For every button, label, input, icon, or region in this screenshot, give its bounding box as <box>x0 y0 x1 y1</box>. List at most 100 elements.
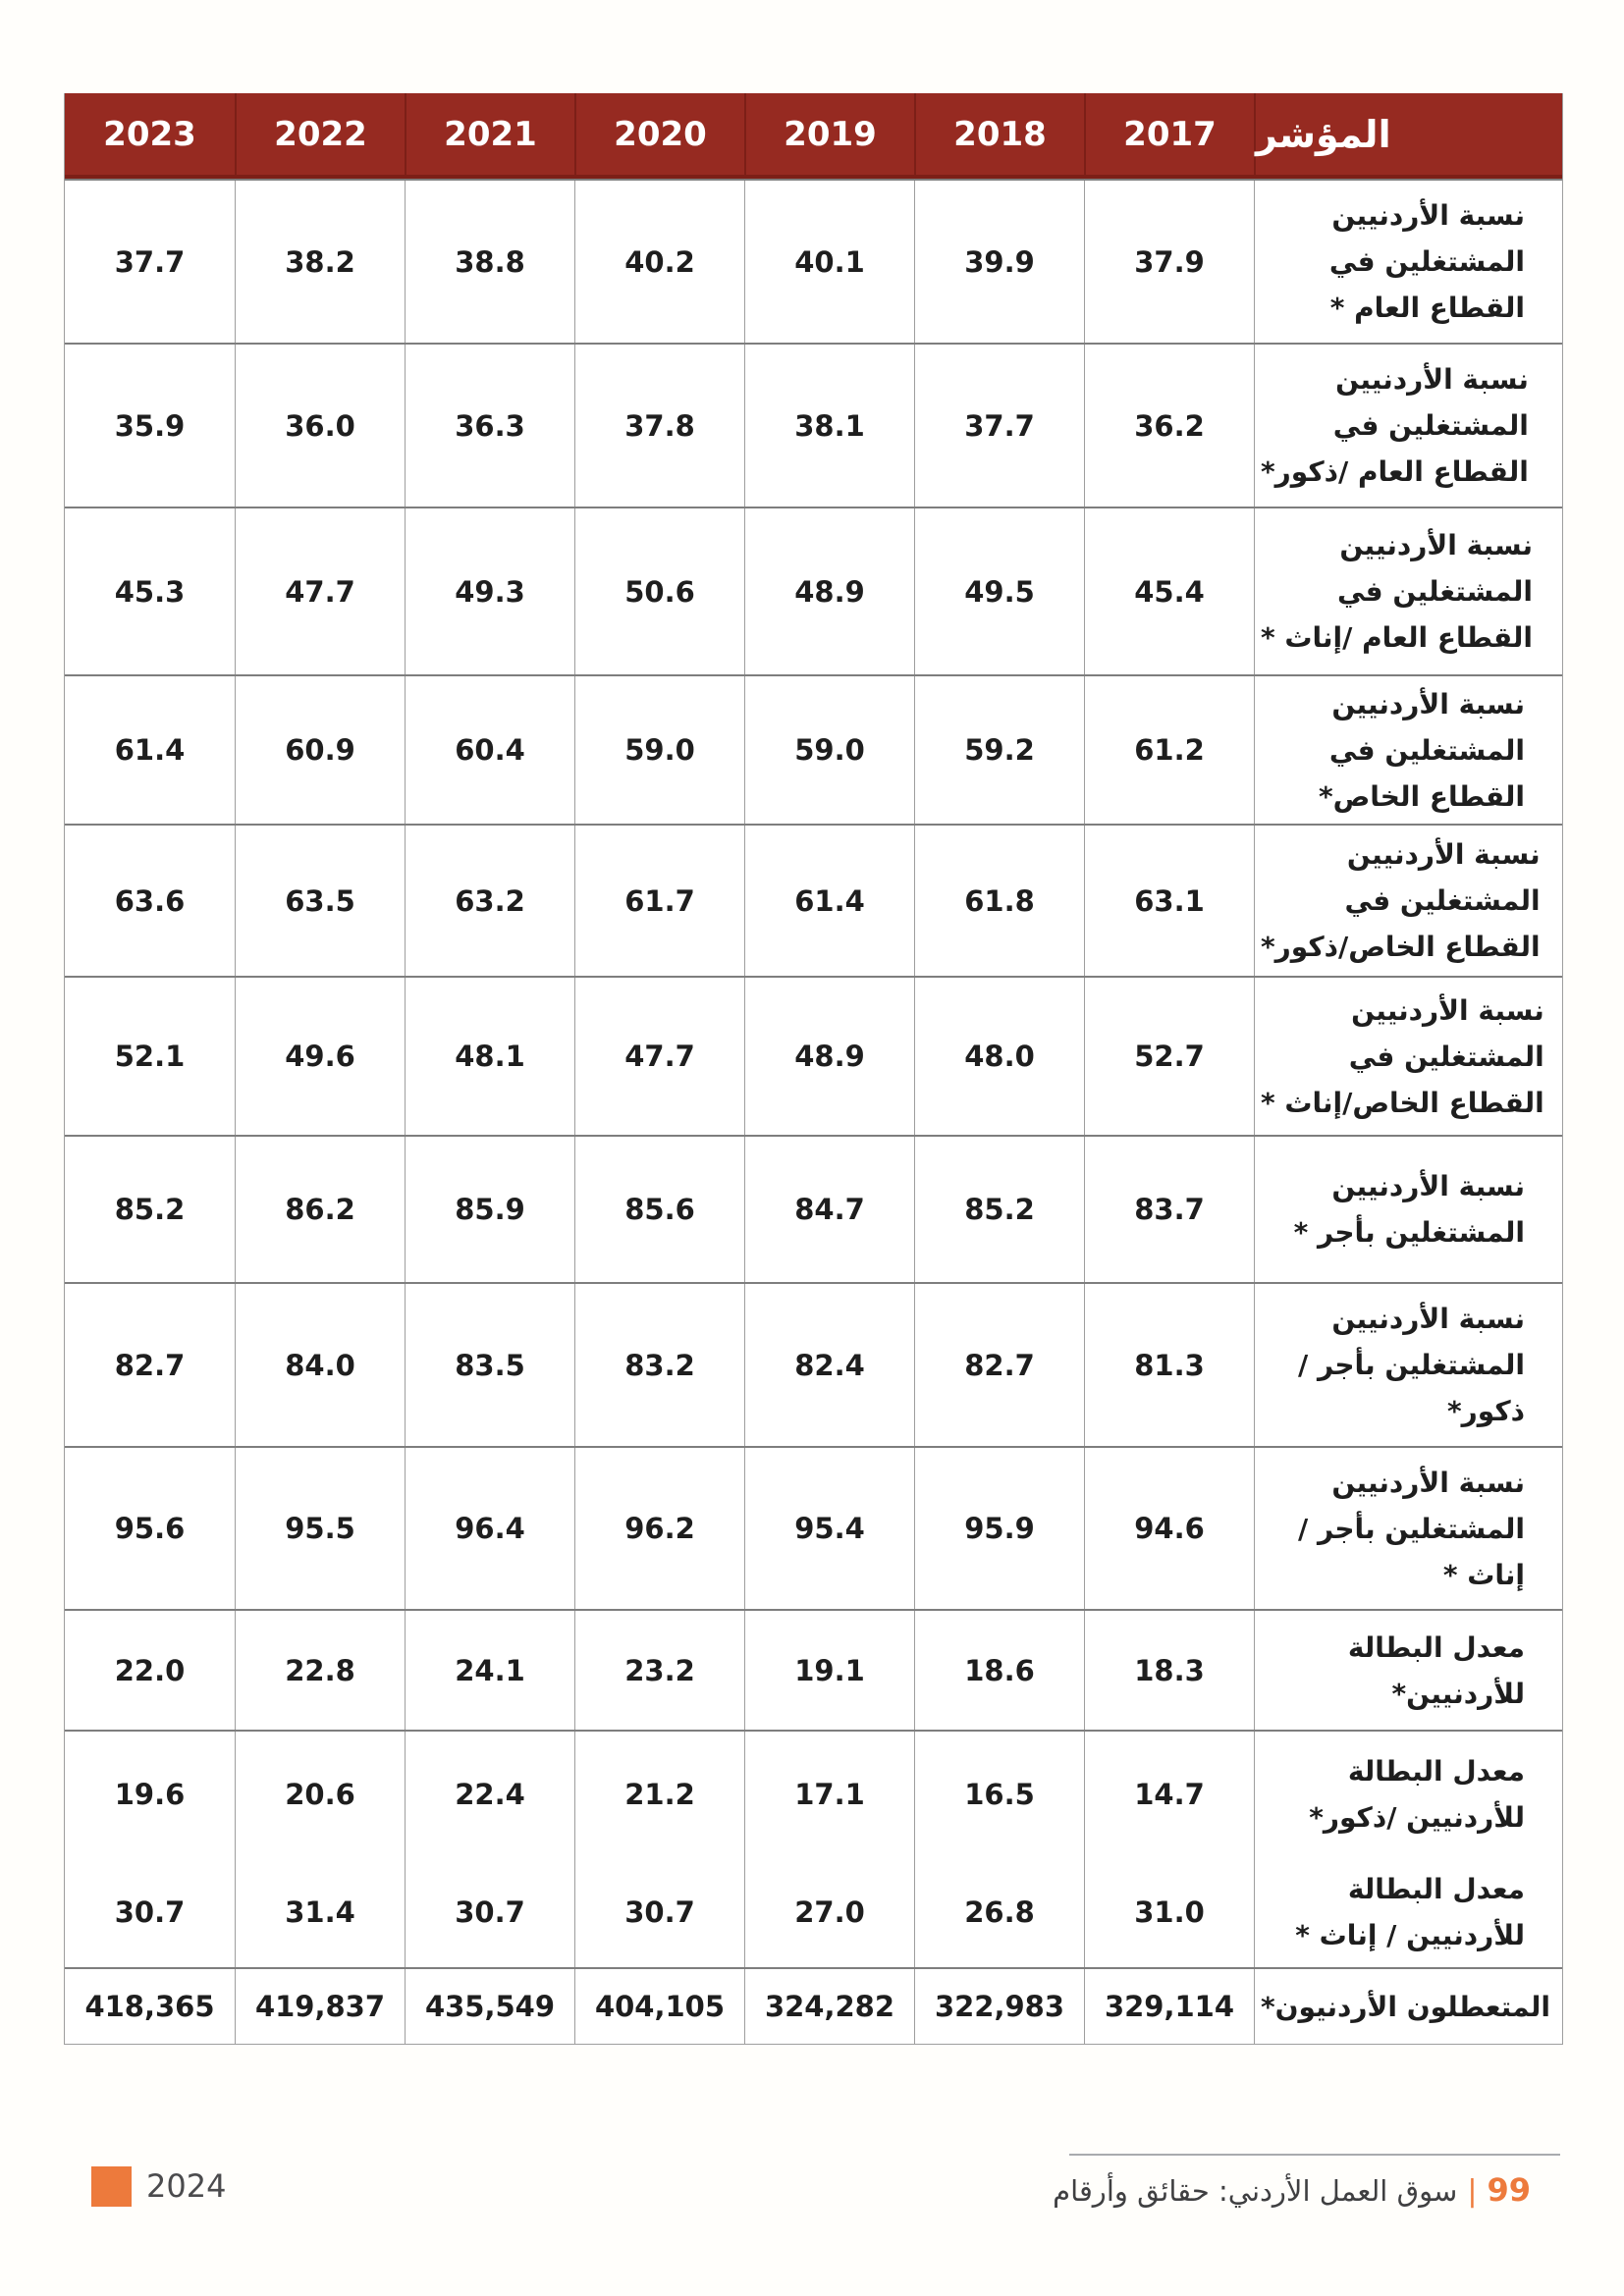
indicator-label-line: معدل البطالة <box>1347 1630 1525 1664</box>
value-cell: 48.9 <box>744 978 914 1135</box>
indicator-label-cell: نسبة الأردنيين المشتغلين في القطاع الخاص/ذ… <box>1254 826 1578 976</box>
indicator-label-cell: معدل البطالة للأردنيين* <box>1254 1611 1562 1730</box>
value-cell: 38.2 <box>235 181 405 343</box>
indicator-label-line: القطاع الخاص/ذكور* <box>1261 931 1541 963</box>
value-cell: 27.0 <box>744 1856 914 1967</box>
indicator-label-line: المشتغلين في <box>1328 733 1525 767</box>
indicator-label-cell: نسبة الأردنيين المشتغلين في القطاع العام /… <box>1254 508 1570 674</box>
value-cell: 23.2 <box>574 1611 744 1730</box>
value-cell: 45.3 <box>114 574 186 609</box>
value-cell: 85.2 <box>914 1137 1084 1282</box>
indicator-label-line: المشتغلين في <box>1348 1040 1544 1073</box>
value-cell: 26.8 <box>914 1856 1084 1967</box>
indicator-label-line: إناث * <box>1442 1558 1525 1591</box>
value-cell: 30.7 <box>405 1856 574 1967</box>
value-cell: 52.7 <box>1084 978 1254 1135</box>
value-cell: 37.7 <box>914 345 1084 507</box>
indicator-label-cell: معدل البطالة للأردنيين / إناث * <box>1254 1856 1562 1967</box>
table-body: 37.7 38.2 38.8 40.2 40.1 39.9 37.9 نسبة … <box>65 179 1562 2044</box>
value-cell: 63.2 <box>405 826 574 976</box>
value-cell: 95.9 <box>914 1448 1084 1609</box>
value-cell: 59.0 <box>744 676 914 824</box>
indicator-label-line: المشتغلين في <box>1332 409 1529 442</box>
indicator-label-line: المتعطلون الأردنيون* <box>1261 1990 1550 2023</box>
value-cell: 83.7 <box>1084 1137 1254 1282</box>
value-cell: 324,282 <box>744 1969 914 2044</box>
value-cell: 22.4 <box>405 1732 574 1856</box>
value-cell: 63.5 <box>235 826 405 976</box>
value-cell: 19.1 <box>744 1611 914 1730</box>
value-cell: 435,549 <box>405 1969 574 2044</box>
value-cell: 85.6 <box>574 1137 744 1282</box>
value-cell: 61.7 <box>574 826 744 976</box>
value-cell: 39.9 <box>914 181 1084 343</box>
table-row: 37.7 38.2 38.8 40.2 40.1 39.9 37.9 نسبة … <box>65 179 1562 343</box>
indicator-label-line: نسبة الأردنيين <box>1335 363 1529 396</box>
indicator-column-header: المؤشر <box>1254 93 1562 175</box>
value-cell: 419,837 <box>235 1969 405 2044</box>
table-row: 45.3 47.7 49.3 50.6 48.9 49.5 45.4 نسبة … <box>65 507 1562 674</box>
value-cell: 95.6 <box>114 1512 186 1545</box>
value-cell: 63.6 <box>114 883 186 918</box>
indicator-label-line: المشتغلين في <box>1344 884 1541 917</box>
indicator-label-line: نسبة الأردنيين <box>1331 199 1525 232</box>
value-cell: 61.4 <box>744 826 914 976</box>
value-cell: 22.0 <box>114 1653 186 1687</box>
value-cell: 22.8 <box>235 1611 405 1730</box>
indicator-label-line: نسبة الأردنيين <box>1339 529 1534 561</box>
value-cell: 82.7 <box>114 1348 186 1382</box>
table-row: 63.6 63.5 63.2 61.7 61.4 61.8 63.1 نسبة … <box>65 824 1562 976</box>
table-header-row: 2023 2022 2021 2020 2019 2018 2017 المؤش… <box>65 93 1562 179</box>
value-cell: 329,114 <box>1084 1969 1254 2044</box>
indicator-label-line: المشتغلين بأجر / <box>1297 1349 1525 1381</box>
value-cell: 85.2 <box>114 1193 186 1226</box>
value-cell: 61.2 <box>1084 676 1254 824</box>
value-cell: 18.3 <box>1084 1611 1254 1730</box>
table-row: 22.0 22.8 24.1 23.2 19.1 18.6 18.3 معدل … <box>65 1609 1562 1730</box>
value-cell: 36.2 <box>1084 345 1254 507</box>
value-cell: 85.9 <box>405 1137 574 1282</box>
indicator-label-line: ذكور* <box>1447 1395 1525 1427</box>
value-cell: 83.5 <box>405 1284 574 1446</box>
table-row: 35.9 36.0 36.3 37.8 38.1 37.7 36.2 نسبة … <box>65 343 1562 507</box>
value-cell: 60.4 <box>405 676 574 824</box>
indicator-label-cell: معدل البطالة للأردنيين /ذكور* <box>1254 1732 1562 1856</box>
value-cell: 45.4 <box>1084 508 1254 674</box>
value-cell: 30.7 <box>574 1856 744 1967</box>
value-cell: 36.0 <box>235 345 405 507</box>
indicator-label-cell: نسبة الأردنيين المشتغلين بأجر / إناث * <box>1254 1448 1562 1609</box>
value-cell: 48.9 <box>744 508 914 674</box>
value-cell: 31.0 <box>1084 1856 1254 1967</box>
indicator-label-line: القطاع الخاص/إناث * <box>1261 1086 1544 1119</box>
indicator-label-line: المشتغلين بأجر * <box>1293 1216 1525 1249</box>
value-cell: 24.1 <box>405 1611 574 1730</box>
indicator-label-line: نسبة الأردنيين <box>1351 993 1544 1027</box>
indicator-label-line: للأردنيين / إناث * <box>1295 1918 1525 1951</box>
indicator-label-line: نسبة الأردنيين <box>1331 1303 1525 1335</box>
value-cell: 48.0 <box>914 978 1084 1135</box>
indicator-label-line: القطاع العام * <box>1329 292 1525 324</box>
indicator-label-line: نسبة الأردنيين <box>1331 1466 1525 1499</box>
value-cell: 83.2 <box>574 1284 744 1446</box>
value-cell: 95.5 <box>235 1448 405 1609</box>
indicator-label-cell: نسبة الأردنيين المشتغلين بأجر / ذكور* <box>1254 1284 1562 1446</box>
indicator-label-cell: نسبة الأردنيين المشتغلين في القطاع العام * <box>1254 181 1562 343</box>
table-row: 85.2 86.2 85.9 85.6 84.7 85.2 83.7 نسبة … <box>65 1135 1562 1282</box>
value-cell: 20.6 <box>235 1732 405 1856</box>
value-cell: 61.4 <box>114 733 186 767</box>
value-cell: 19.6 <box>114 1777 186 1811</box>
value-cell: 82.7 <box>914 1284 1084 1446</box>
book-title: سوق العمل الأردني: حقائق وأرقام <box>1053 2174 1458 2208</box>
table-row: 19.6 20.6 22.4 21.2 17.1 16.5 14.7 معدل … <box>65 1730 1562 1856</box>
value-cell: 49.5 <box>914 508 1084 674</box>
indicator-label-line: نسبة الأردنيين <box>1331 1170 1525 1202</box>
value-cell: 49.6 <box>235 978 405 1135</box>
value-cell: 47.7 <box>574 978 744 1135</box>
value-cell: 84.0 <box>235 1284 405 1446</box>
value-cell: 37.8 <box>574 345 744 507</box>
indicator-label-cell: المتعطلون الأردنيون* <box>1254 1969 1588 2044</box>
value-cell: 63.1 <box>1084 826 1254 976</box>
value-cell: 95.4 <box>744 1448 914 1609</box>
indicator-label-line: المشتغلين بأجر / <box>1297 1512 1525 1545</box>
